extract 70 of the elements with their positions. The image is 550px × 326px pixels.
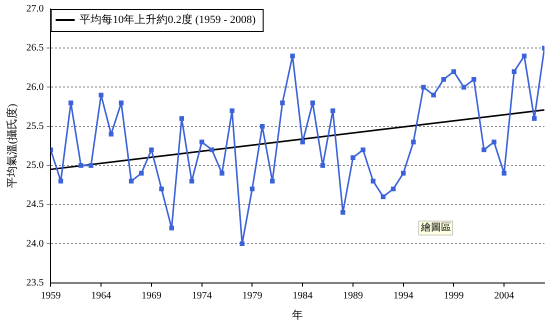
point (88, 163, 94, 168)
x-axis-title: 年 (292, 309, 304, 322)
point (98, 92, 104, 98)
x-tick-label: 1974 (192, 290, 212, 302)
x-tick-label: 1994 (393, 290, 414, 302)
y-tick-label: 24.5 (26, 199, 44, 210)
point (310, 100, 316, 106)
annotation: 繪圖區 (420, 222, 451, 234)
point (108, 132, 114, 137)
point (240, 241, 244, 246)
point (118, 100, 124, 106)
point (532, 116, 537, 121)
point (451, 69, 456, 74)
point (461, 84, 466, 90)
point (280, 100, 285, 106)
point (149, 147, 154, 152)
point (300, 140, 305, 144)
point (58, 178, 64, 184)
y-tick-label: 23.5 (26, 277, 44, 288)
point (139, 170, 144, 176)
point (330, 108, 336, 114)
point (199, 140, 204, 144)
point (350, 155, 356, 160)
y-tick-label: 25.0 (26, 160, 44, 172)
point (411, 140, 416, 144)
point (230, 108, 234, 114)
point (441, 77, 446, 82)
point (472, 77, 476, 82)
point (270, 178, 275, 184)
point (512, 69, 517, 74)
point (492, 140, 496, 144)
point (340, 210, 346, 215)
x-tick-label: 1964 (91, 290, 112, 302)
point (320, 163, 326, 168)
y-tick-label: 27.0 (26, 4, 44, 15)
x-tick-label: 1999 (444, 290, 464, 302)
point (169, 226, 174, 230)
x-tick-label: 2004 (494, 290, 514, 302)
point (380, 194, 386, 200)
y-tick-label: 25.5 (26, 120, 44, 132)
point (159, 186, 164, 192)
x-tick-label: 1969 (141, 290, 162, 302)
y-tick-label: 24.0 (26, 238, 44, 250)
y-tick-label: 26.0 (26, 82, 44, 93)
point (260, 124, 265, 129)
x-tick-label: 1979 (242, 290, 262, 302)
point (370, 178, 376, 184)
x-tick-label: 1984 (292, 290, 313, 302)
point (250, 186, 255, 192)
point (390, 186, 396, 192)
point (522, 54, 527, 58)
point (78, 163, 84, 168)
point (68, 100, 74, 106)
point (360, 147, 366, 152)
point (189, 178, 194, 184)
x-tick-label: 1959 (40, 290, 61, 302)
point (421, 84, 426, 90)
point (220, 170, 224, 176)
point (431, 92, 436, 98)
point (290, 54, 295, 58)
point (128, 178, 134, 184)
y-axis-title: 平均氣溫(攝氏度) (5, 103, 18, 188)
point (400, 170, 406, 176)
x-tick-label: 1989 (342, 290, 363, 302)
point (179, 116, 184, 121)
point (502, 170, 506, 176)
legend-label: 平均每10年上升約0.2度 (1959 - 2008) (80, 12, 256, 26)
point (210, 147, 214, 152)
y-tick-label: 26.5 (26, 42, 44, 54)
point (482, 147, 486, 152)
